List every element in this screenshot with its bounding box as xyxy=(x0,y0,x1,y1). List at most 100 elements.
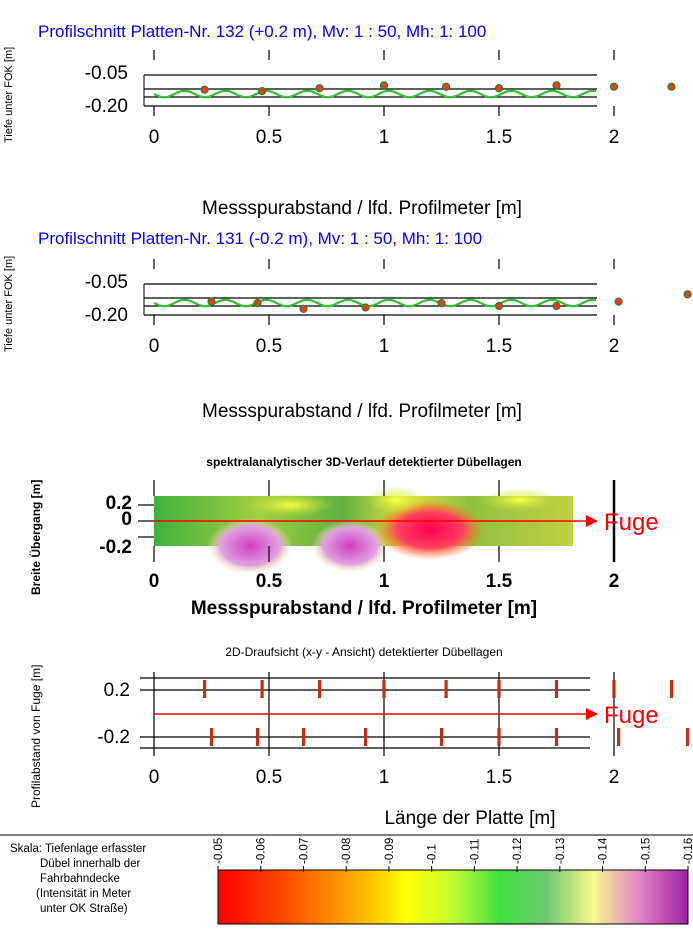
y-axis-label: Breite Übergang [m] xyxy=(28,480,43,595)
dowel-marker-top xyxy=(554,680,559,698)
dowel-marker xyxy=(200,85,209,94)
scale-tick-label: -0.12 xyxy=(512,838,524,864)
dowel-marker xyxy=(437,299,446,308)
x-tick-label: 0 xyxy=(149,571,160,592)
scale-caption-line: (Intensität in Meter xyxy=(36,888,131,900)
dowel-marker xyxy=(442,82,451,91)
y-axis-label: Tiefe unter FOK [m] xyxy=(3,47,15,143)
x-tick-label: 2 xyxy=(609,571,620,592)
scale-tick-label: -0.07 xyxy=(298,838,310,864)
x-tick-labels: 00.511.522.533.5 xyxy=(149,336,620,357)
heatmap-blob xyxy=(208,518,292,574)
y-tick-label: -0.05 xyxy=(85,63,128,84)
dowel-marker xyxy=(552,301,561,311)
dowel-marker-bottom xyxy=(617,728,621,746)
y-tick-label: -0.2 xyxy=(97,727,130,748)
fuge-label: Fuge xyxy=(604,702,659,729)
x-tick-label: 1.5 xyxy=(486,127,512,148)
x-axis-label: Messspurabstand / lfd. Profilmeter [m] xyxy=(191,598,537,619)
x-tick-labels: 00.511.522.533.5 xyxy=(149,767,620,788)
profile-chart-132: Profilschnitt Platten-Nr. 132 (+0.2 m), … xyxy=(3,22,676,219)
x-tick-label: 0 xyxy=(149,767,160,788)
x-tick-label: 2 xyxy=(609,767,620,788)
heatmap-blob xyxy=(365,486,425,514)
y-axis-label: Profilabstand von Fuge [m] xyxy=(29,665,43,808)
chart-title: 2D-Draufsicht (x-y - Ansicht) detektiert… xyxy=(225,645,502,659)
dowel-marker xyxy=(614,297,623,306)
heatmap-blob xyxy=(375,500,485,560)
fuge-arrowhead xyxy=(586,515,598,527)
scale-tick-label: -0.16 xyxy=(683,838,693,864)
x-tick-label: 0.5 xyxy=(256,127,282,148)
dowel-marker xyxy=(379,81,389,90)
dowel-marker-top xyxy=(382,680,386,698)
scale-tick-label: -0.13 xyxy=(555,838,567,864)
y-tick-label: -0.05 xyxy=(85,272,128,293)
scale-caption: Skala: Tiefenlage erfasster Dübel innerha… xyxy=(10,843,146,915)
y-tick-label: 0.2 xyxy=(106,493,132,514)
heatmap-area xyxy=(154,486,573,574)
chart-title: Profilschnitt Platten-Nr. 131 (-0.2 m), … xyxy=(38,229,482,248)
scale-caption-line: Fahrbahndecke xyxy=(40,873,120,885)
grid-lines xyxy=(138,480,616,562)
x-tick-label: 0.5 xyxy=(256,336,282,357)
scale-tick-label: -0.08 xyxy=(341,838,353,864)
scale-caption-line: Dübel innerhalb der xyxy=(40,858,141,870)
x-tick-label: 1.5 xyxy=(486,767,512,788)
dowel-marker-bottom xyxy=(364,728,368,746)
color-scale-legend: Skala: Tiefenlage erfasster Dübel innerha… xyxy=(10,837,693,925)
dowel-marker-top xyxy=(669,680,674,698)
dowel-marker xyxy=(207,297,216,306)
x-tick-label: 2 xyxy=(609,336,620,357)
dowel-marker xyxy=(609,82,619,91)
dowel-marker xyxy=(494,301,504,311)
heatmap-blob xyxy=(245,493,335,517)
x-tick-label: 1 xyxy=(379,127,390,148)
dowel-marker-top xyxy=(318,680,322,698)
surface-wave-line xyxy=(153,298,597,308)
dowel-marker-bottom xyxy=(439,728,444,746)
dowel-marker-top xyxy=(203,680,207,698)
dowel-marker xyxy=(683,290,692,299)
scale-tick-label: -0.11 xyxy=(469,839,481,864)
fuge-label: Fuge xyxy=(604,509,659,536)
x-tick-label: 1 xyxy=(379,571,390,592)
dowel-markers xyxy=(203,680,690,746)
profile-chart-131: Profilschnitt Platten-Nr. 131 (-0.2 m), … xyxy=(3,229,692,422)
y-tick-label: -0.2 xyxy=(99,537,132,558)
x-tick-label: 1.5 xyxy=(486,336,512,357)
surface-wave xyxy=(153,298,597,308)
dowel-marker-bottom xyxy=(209,728,214,746)
surface-wave xyxy=(153,89,597,99)
y-axis-label: Tiefe unter FOK [m] xyxy=(3,256,15,352)
scale-tick-labels: -0.05 -0.06 -0.07 -0.08 -0.09 -0.1 -0.11 -0.12 -… xyxy=(213,837,693,872)
grid-lines xyxy=(143,259,615,325)
dowel-marker xyxy=(315,84,324,93)
scale-caption-line: Skala: Tiefenlage erfasster xyxy=(10,843,146,855)
scale-tick-label: -0.05 xyxy=(213,838,225,864)
y-tick-labels: 0.2 -0.2 xyxy=(97,680,130,748)
x-tick-labels: 00.511.522.533.5 xyxy=(149,571,620,592)
top-view-chart: 2D-Draufsicht (x-y - Ansicht) detektiert… xyxy=(29,645,690,829)
dowel-marker xyxy=(258,87,267,96)
x-axis-label: Länge der Platte [m] xyxy=(384,808,555,829)
chart-title: spektralanalytischer 3D-Verlauf detektie… xyxy=(206,455,521,469)
x-tick-label: 0 xyxy=(149,127,160,148)
fuge-arrowhead xyxy=(586,708,598,720)
heatmap-blob xyxy=(480,488,560,512)
dowel-marker xyxy=(494,84,504,93)
y-tick-labels: -0.05 -0.20 xyxy=(85,272,128,326)
dowel-marker-top xyxy=(612,680,616,698)
color-scale-bar xyxy=(217,869,689,925)
dowel-marker xyxy=(667,82,676,91)
dowel-marker-bottom xyxy=(686,728,690,746)
y-tick-labels: -0.05 -0.20 xyxy=(85,63,128,117)
scale-tick-label: -0.06 xyxy=(256,838,268,864)
heatmap-chart: spektralanalytischer 3D-Verlauf detektie… xyxy=(28,455,659,619)
x-tick-label: 2 xyxy=(609,127,620,148)
dowel-marker-top xyxy=(260,680,264,698)
dowel-marker xyxy=(253,299,262,308)
x-tick-label: 0.5 xyxy=(256,571,283,592)
surface-wave-line xyxy=(153,89,597,99)
